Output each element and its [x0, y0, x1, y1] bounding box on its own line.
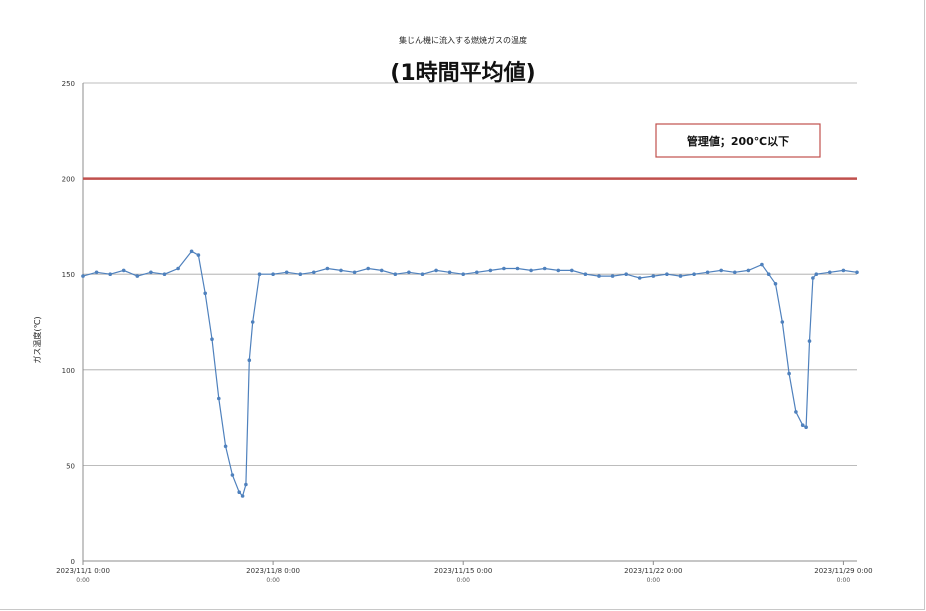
data-point-13 [223, 444, 228, 449]
data-point-60 [780, 320, 785, 324]
data-point-29 [379, 268, 384, 273]
data-point-16 [240, 494, 245, 498]
data-point-21 [271, 272, 275, 277]
data-point-26 [339, 268, 343, 273]
data-point-50 [665, 272, 669, 277]
data-point-33 [434, 268, 438, 273]
data-point-38 [502, 266, 506, 271]
annotation-box: 管理値；200℃以下 [655, 123, 821, 158]
data-point-43 [570, 268, 574, 273]
data-point-44 [583, 272, 588, 277]
data-point-14 [230, 473, 235, 477]
data-point-41 [542, 266, 547, 271]
data-point-67 [814, 272, 819, 277]
data-point-52 [692, 272, 696, 277]
data-point-31 [407, 270, 411, 275]
x-tick-label-2: 2023/11/15 0:00 [434, 567, 492, 575]
data-point-4 [135, 274, 140, 278]
data-point-40 [529, 268, 533, 273]
y-tick-label-200: 200 [62, 176, 75, 184]
y-tick-label-150: 150 [62, 271, 75, 279]
chart-title: (1時間平均値) [390, 60, 535, 86]
annotation-text: 管理値；200℃以下 [687, 134, 789, 148]
data-point-68 [828, 270, 832, 275]
data-point-19 [250, 320, 255, 324]
data-point-6 [162, 272, 167, 277]
x-tick-label-3: 2023/11/22 0:00 [624, 567, 682, 575]
data-point-28 [366, 266, 371, 271]
x-tick-sublabel-1: 0:00 [266, 577, 280, 584]
data-point-49 [651, 274, 656, 278]
data-point-55 [733, 270, 737, 275]
data-point-54 [719, 268, 723, 273]
x-tick-sublabel-4: 0:00 [837, 577, 851, 584]
data-point-9 [196, 253, 201, 257]
data-point-20 [257, 272, 262, 277]
data-point-11 [210, 337, 214, 342]
data-point-66 [811, 276, 815, 280]
x-tick-sublabel-3: 0:00 [647, 577, 661, 584]
data-point-69 [841, 268, 846, 273]
data-point-2 [108, 272, 112, 277]
data-point-46 [610, 274, 615, 278]
data-point-51 [678, 274, 683, 278]
data-point-42 [556, 268, 561, 273]
data-point-32 [420, 272, 425, 277]
data-point-56 [746, 268, 751, 273]
annotation-border [655, 123, 821, 158]
data-point-30 [393, 272, 398, 277]
data-point-5 [149, 270, 153, 275]
data-point-61 [787, 371, 791, 376]
data-point-59 [773, 282, 778, 286]
x-tick-sublabel-2: 0:00 [456, 577, 470, 584]
y-tick-label-50: 50 [66, 462, 75, 470]
data-point-58 [766, 272, 771, 277]
data-point-18 [247, 358, 252, 363]
data-point-22 [284, 270, 289, 275]
x-tick-label-1: 2023/11/8 0:00 [246, 567, 300, 575]
data-point-34 [447, 270, 452, 275]
data-point-36 [475, 270, 479, 275]
data-point-0 [81, 274, 85, 278]
data-point-62 [794, 410, 798, 414]
y-tick-label-100: 100 [62, 367, 75, 375]
data-point-57 [760, 262, 764, 267]
data-point-47 [624, 272, 628, 277]
y-tick-label-0: 0 [71, 558, 75, 566]
data-point-25 [325, 266, 330, 271]
data-point-53 [705, 270, 710, 275]
data-point-23 [298, 272, 303, 277]
data-point-27 [352, 270, 357, 275]
data-point-64 [804, 425, 808, 430]
data-point-70 [855, 270, 859, 275]
data-point-3 [121, 268, 126, 273]
data-point-48 [637, 276, 642, 280]
data-point-45 [597, 274, 601, 278]
y-axis-label: ガス温度(℃) [32, 316, 42, 363]
data-point-1 [94, 270, 99, 275]
data-point-65 [807, 339, 812, 343]
labels-group: 0 50 100 150 200 250 2023/11/1 0:00 0:00 2023/11… [56, 80, 872, 584]
series-line [82, 250, 858, 498]
data-point-63 [800, 423, 805, 428]
x-tick-label-0: 2023/11/1 0:00 [56, 567, 110, 575]
x-tick-sublabel-0: 0:00 [76, 577, 90, 584]
series-group [81, 249, 859, 498]
data-point-35 [461, 272, 466, 277]
axes [82, 83, 857, 565]
y-tick-label-250: 250 [62, 80, 75, 88]
data-point-7 [176, 266, 180, 271]
data-point-17 [244, 482, 248, 487]
data-point-15 [237, 490, 241, 495]
data-point-12 [217, 396, 221, 401]
data-point-10 [203, 291, 207, 296]
data-point-24 [312, 270, 316, 275]
x-tick-label-4: 2023/11/29 0:00 [814, 567, 872, 575]
chart-subtitle: 集じん機に流入する燃焼ガスの温度 [399, 35, 527, 45]
data-point-37 [488, 268, 493, 273]
data-point-39 [515, 266, 520, 271]
data-point-8 [189, 249, 194, 254]
